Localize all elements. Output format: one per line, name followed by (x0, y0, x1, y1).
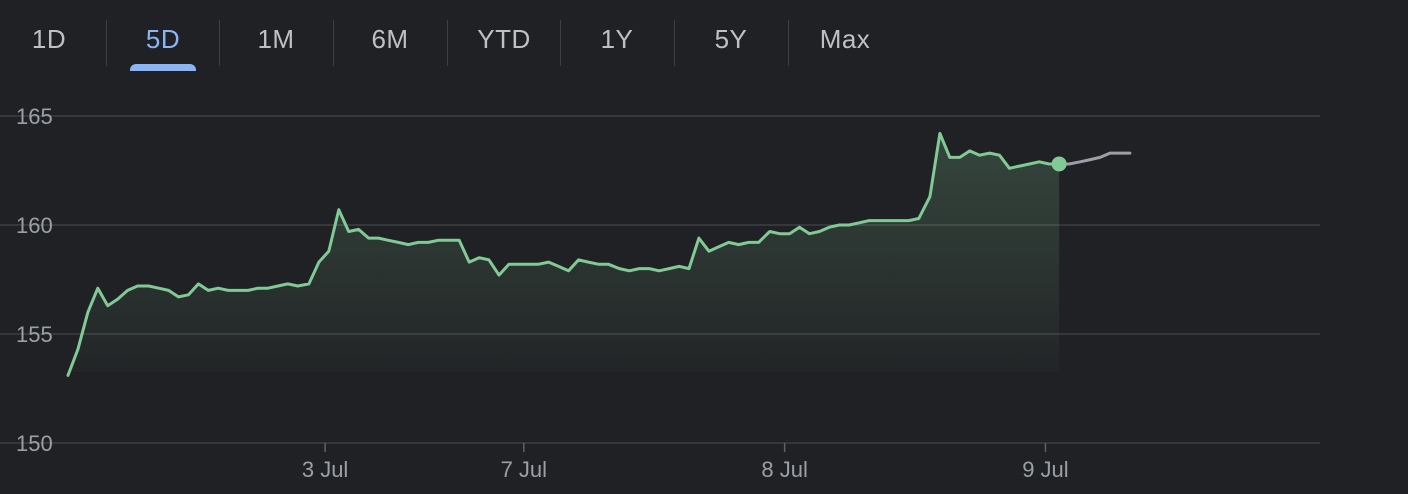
tab-separator (333, 20, 334, 66)
tab-separator (560, 20, 561, 66)
tab-1m[interactable]: 1M (219, 0, 333, 72)
selected-tab-indicator (130, 64, 196, 71)
tab-label: Max (819, 24, 871, 54)
range-tabs: 1D 5D 1M 6M YTD 1Y 5Y Max (0, 0, 1408, 72)
tab-separator (447, 20, 448, 66)
y-tick-label: 165 (16, 104, 53, 129)
tab-label: 1M (257, 24, 295, 54)
tab-label: YTD (477, 24, 531, 54)
price-area-fill (68, 133, 1060, 376)
tab-1d[interactable]: 1D (0, 0, 106, 72)
x-tick-label: 8 Jul (761, 457, 807, 482)
tab-max[interactable]: Max (788, 0, 902, 72)
tab-5y[interactable]: 5Y (674, 0, 788, 72)
y-tick-label: 150 (16, 431, 53, 456)
y-tick-label: 160 (16, 213, 53, 238)
x-tick-label: 9 Jul (1022, 457, 1068, 482)
tab-6m[interactable]: 6M (333, 0, 447, 72)
x-tick-label: 7 Jul (501, 457, 547, 482)
y-tick-label: 155 (16, 322, 53, 347)
tab-separator (788, 20, 789, 66)
tab-separator (106, 20, 107, 66)
tab-label: 5D (145, 24, 181, 54)
tab-5d[interactable]: 5D (106, 0, 220, 72)
x-tick-label: 3 Jul (302, 457, 348, 482)
tab-separator (674, 20, 675, 66)
current-price-marker[interactable] (1051, 156, 1067, 172)
after-hours-line (1057, 151, 1132, 166)
price-line (66, 131, 1061, 377)
tab-separator (219, 20, 220, 66)
tab-label: 1D (31, 24, 67, 54)
tab-label: 5Y (714, 24, 748, 54)
tab-label: 6M (371, 24, 409, 54)
tab-label: 1Y (600, 24, 634, 54)
tab-1y[interactable]: 1Y (560, 0, 674, 72)
tab-ytd[interactable]: YTD (447, 0, 561, 72)
